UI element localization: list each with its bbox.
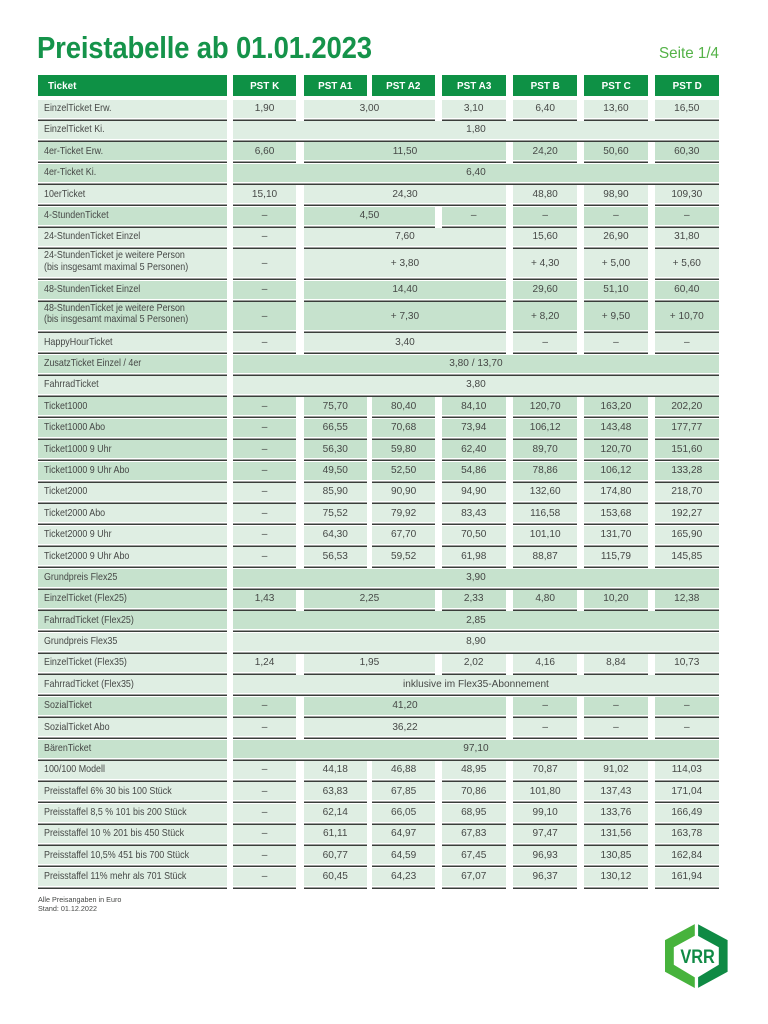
- svg-text:VRR: VRR: [680, 947, 715, 968]
